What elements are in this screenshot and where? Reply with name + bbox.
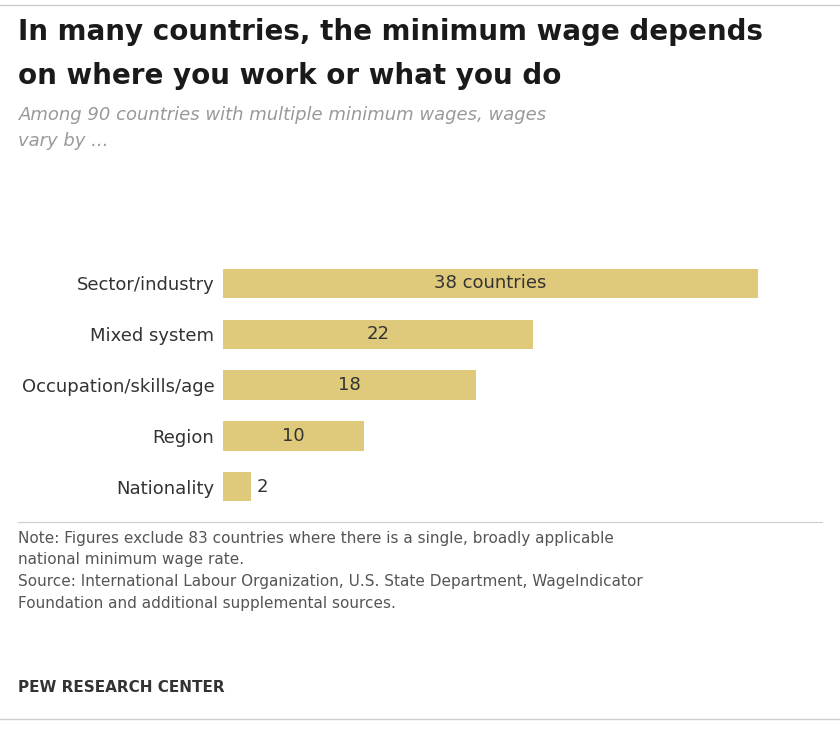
Bar xyxy=(223,472,251,502)
Text: In many countries, the minimum wage depends: In many countries, the minimum wage depe… xyxy=(18,18,764,46)
Bar xyxy=(223,269,759,298)
Text: 22: 22 xyxy=(366,326,389,343)
Text: Note: Figures exclude 83 countries where there is a single, broadly applicable
n: Note: Figures exclude 83 countries where… xyxy=(18,531,643,610)
Bar xyxy=(223,370,476,400)
Text: 38 countries: 38 countries xyxy=(434,274,547,293)
Text: 10: 10 xyxy=(281,427,304,445)
Bar xyxy=(223,421,364,450)
Text: Among 90 countries with multiple minimum wages, wages
vary by ...: Among 90 countries with multiple minimum… xyxy=(18,106,547,150)
Text: PEW RESEARCH CENTER: PEW RESEARCH CENTER xyxy=(18,680,225,695)
Text: on where you work or what you do: on where you work or what you do xyxy=(18,62,562,90)
Text: 18: 18 xyxy=(339,376,361,394)
Bar xyxy=(223,320,533,349)
Text: 2: 2 xyxy=(256,477,268,496)
